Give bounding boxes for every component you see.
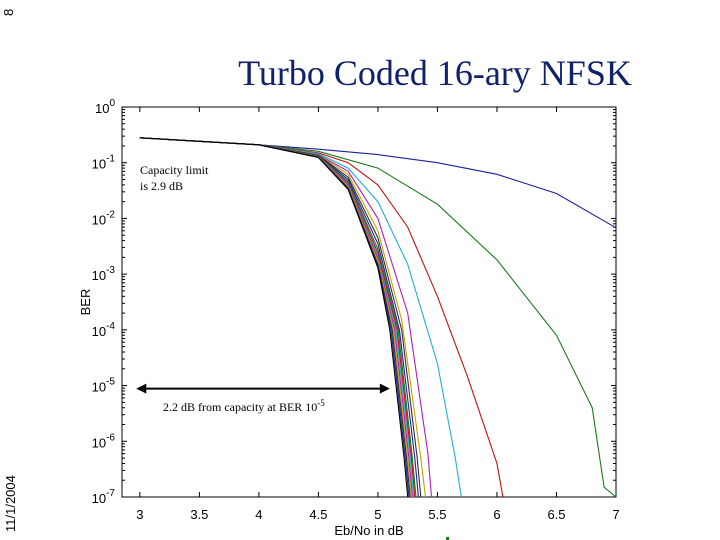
x-tick-label: 4.5	[309, 507, 327, 522]
x-tick-label: 5.5	[428, 507, 446, 522]
plot-frame	[121, 106, 617, 498]
series-line	[139, 137, 409, 498]
axis-ticks	[122, 106, 617, 498]
y-tick-label: 10-7	[92, 488, 116, 506]
axis-labels: 3 3.5 4 4.5 5 5.5 6 6.5 7 100 10-1 10-2 10-3 10-4 10-5…	[92, 98, 620, 522]
small-marker	[446, 537, 449, 540]
series-line	[139, 137, 617, 498]
y-tick-label: 100	[95, 98, 115, 116]
x-tick-label: 5	[374, 507, 381, 522]
x-tick-label: 6.5	[547, 507, 565, 522]
y-tick-label: 10-3	[92, 265, 116, 283]
y-axis-label: BER	[78, 289, 93, 316]
series-line	[139, 137, 617, 229]
y-tick-label: 10-4	[92, 321, 116, 339]
x-axis-label: Eb/No in dB	[334, 523, 403, 538]
capacity-annotation-line2: is 2.9 dB	[140, 179, 183, 193]
series-line	[139, 137, 504, 498]
y-tick-label: 10-2	[92, 209, 116, 227]
series-group	[139, 137, 617, 498]
y-tick-label: 10-5	[92, 377, 116, 395]
gap-arrow-head-left	[136, 383, 147, 394]
gap-arrow-head-right	[379, 383, 390, 394]
annotations: Capacity limit is 2.9 dB 2.2 dB from capac…	[136, 163, 390, 414]
gap-annotation: 2.2 dB from capacity at BER 10-5	[163, 398, 325, 414]
capacity-annotation-line1: Capacity limit	[140, 163, 209, 177]
x-tick-label: 7	[612, 507, 619, 522]
x-tick-label: 6	[493, 507, 500, 522]
x-tick-label: 4	[255, 507, 262, 522]
y-tick-label: 10-6	[92, 432, 116, 450]
chart-title: Turbo Coded 16-ary NFSK	[238, 53, 632, 93]
x-tick-label: 3.5	[190, 507, 208, 522]
x-tick-label: 3	[136, 507, 143, 522]
y-tick-label: 10-1	[92, 154, 116, 172]
